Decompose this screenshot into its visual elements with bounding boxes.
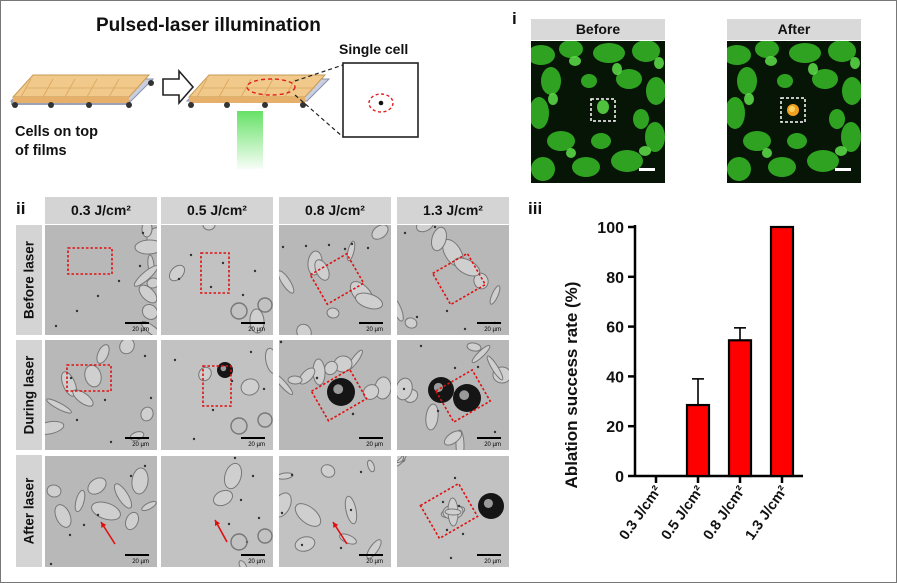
bar-1 bbox=[685, 403, 711, 478]
y-axis-label: Ablation success rate (%) bbox=[562, 282, 581, 489]
y-tick-label: 60 bbox=[606, 320, 624, 337]
y-tick-label: 80 bbox=[606, 270, 624, 287]
schematic-illustration bbox=[9, 62, 419, 169]
column-header-0.3: 0.3 J/cm² bbox=[45, 197, 157, 224]
row-header-before: Before laser bbox=[16, 225, 42, 335]
fluorescence-before-cells bbox=[531, 41, 665, 183]
micrograph-cells bbox=[397, 456, 509, 567]
scale-bar bbox=[125, 437, 149, 439]
schematic-title: Pulsed-laser illumination bbox=[96, 15, 321, 36]
micrograph-during-1.3: 20 µm bbox=[397, 340, 509, 450]
micrograph-during-0.5: 20 µm bbox=[161, 340, 273, 450]
micrograph-during-0.8: 20 µm bbox=[279, 340, 391, 450]
scale-bar bbox=[359, 437, 383, 439]
fluorescence-before-image bbox=[531, 41, 665, 183]
micrograph-cells bbox=[279, 340, 391, 450]
row-header-before-text: Before laser bbox=[21, 240, 37, 320]
scale-bar-label: 20 µm bbox=[248, 559, 265, 565]
y-tick-label: 40 bbox=[606, 369, 624, 386]
scale-bar bbox=[125, 554, 149, 556]
scale-bar bbox=[359, 554, 383, 556]
micrograph-cells bbox=[279, 225, 391, 335]
scale-bar-label: 20 µm bbox=[484, 559, 501, 565]
scale-bar bbox=[477, 322, 501, 324]
micrograph-during-0.3: 20 µm bbox=[45, 340, 157, 450]
scale-bar bbox=[477, 554, 501, 556]
micrograph-cells bbox=[45, 340, 157, 450]
panel-label-i: i bbox=[512, 9, 517, 28]
cells-label: Cells on top of films bbox=[15, 123, 98, 161]
cells-label-line2: of films bbox=[15, 143, 67, 159]
micrograph-after-0.8: 20 µm bbox=[279, 456, 391, 567]
micrograph-cells bbox=[161, 225, 273, 335]
scale-bar-label: 20 µm bbox=[132, 327, 149, 333]
scale-bar bbox=[477, 437, 501, 439]
micrograph-before-0.3: 20 µm bbox=[45, 225, 157, 335]
column-header-0.8: 0.8 J/cm² bbox=[279, 197, 391, 224]
scale-bar bbox=[241, 554, 265, 556]
row-header-during-text: During laser bbox=[21, 355, 37, 435]
micrograph-cells bbox=[397, 225, 509, 335]
micrograph-cells bbox=[45, 225, 157, 335]
scale-bar bbox=[359, 322, 383, 324]
fluorescence-after-cells bbox=[727, 41, 861, 183]
micrograph-cells bbox=[397, 340, 509, 450]
single-cell-label: Single cell bbox=[339, 41, 409, 57]
scale-bar-label: 20 µm bbox=[484, 327, 501, 333]
scale-bar-before bbox=[639, 168, 655, 171]
bar-2 bbox=[727, 339, 753, 478]
column-header-1.3: 1.3 J/cm² bbox=[397, 197, 509, 224]
row-header-after-text: After laser bbox=[21, 477, 37, 545]
after-header: After bbox=[727, 19, 861, 40]
ablation-bar-chart: Ablation success rate (%) 0204060801000.… bbox=[562, 220, 803, 543]
row-header-after: After laser bbox=[16, 455, 42, 567]
panel-label-iii: iii bbox=[528, 199, 543, 218]
scale-bar-label: 20 µm bbox=[484, 442, 501, 448]
micrograph-cells bbox=[45, 456, 157, 567]
scale-bar-label: 20 µm bbox=[366, 327, 383, 333]
cells-label-line1: Cells on top bbox=[15, 124, 98, 140]
scale-bar bbox=[241, 322, 265, 324]
micrograph-before-0.5: 20 µm bbox=[161, 225, 273, 335]
micrograph-cells bbox=[161, 340, 273, 450]
micrograph-after-1.3: 20 µm bbox=[397, 456, 509, 567]
y-tick-label: 20 bbox=[606, 419, 624, 436]
scale-bar-after bbox=[835, 168, 851, 171]
scale-bar bbox=[125, 322, 149, 324]
y-tick-label: 100 bbox=[597, 220, 624, 237]
scale-bar-label: 20 µm bbox=[132, 559, 149, 565]
row-header-during: During laser bbox=[16, 340, 42, 450]
micrograph-after-0.5: 20 µm bbox=[161, 456, 273, 567]
micrograph-before-1.3: 20 µm bbox=[397, 225, 509, 335]
micrograph-before-0.8: 20 µm bbox=[279, 225, 391, 335]
column-header-0.5: 0.5 J/cm² bbox=[161, 197, 273, 224]
scale-bar bbox=[241, 437, 265, 439]
y-tick-label: 0 bbox=[615, 469, 624, 486]
scale-bar-label: 20 µm bbox=[248, 327, 265, 333]
panel-label-ii: ii bbox=[16, 199, 26, 218]
scale-bar-label: 20 µm bbox=[248, 442, 265, 448]
micrograph-after-0.3: 20 µm bbox=[45, 456, 157, 567]
micrograph-cells bbox=[279, 456, 391, 567]
before-header: Before bbox=[531, 19, 665, 40]
bar-3 bbox=[769, 225, 795, 478]
fluorescence-after-image bbox=[727, 41, 861, 183]
micrograph-cells bbox=[161, 456, 273, 567]
x-tick-label-3: 1.3 J/cm² bbox=[743, 483, 792, 543]
scale-bar-label: 20 µm bbox=[366, 442, 383, 448]
scale-bar-label: 20 µm bbox=[366, 559, 383, 565]
scale-bar-label: 20 µm bbox=[132, 442, 149, 448]
